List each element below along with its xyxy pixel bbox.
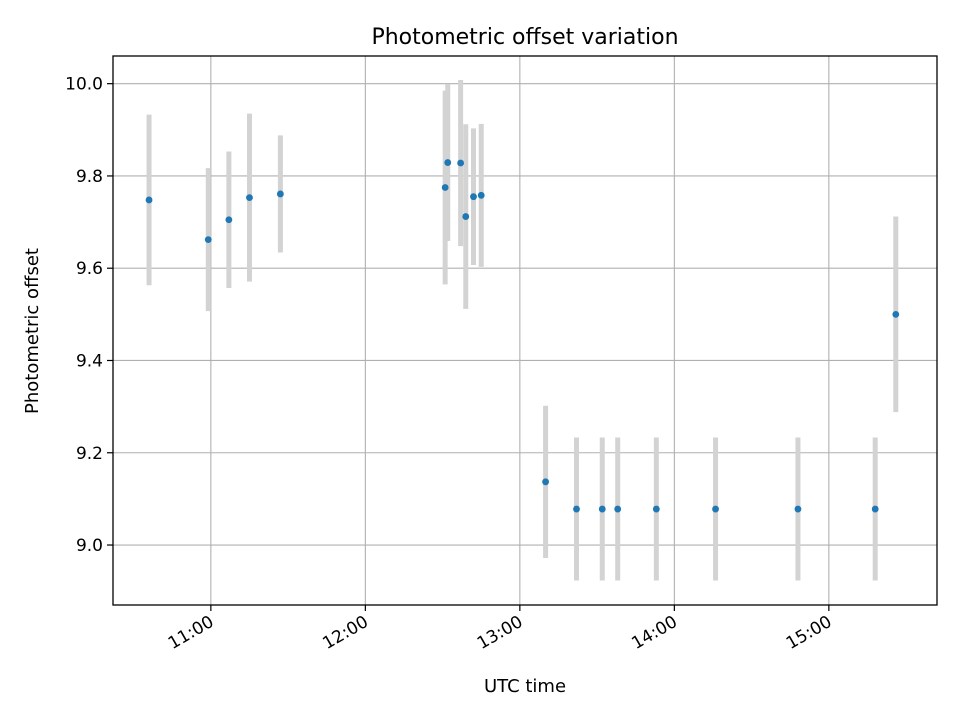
data-point (470, 193, 477, 201)
data-point (441, 184, 449, 191)
data-point (462, 213, 470, 220)
data-point (246, 194, 253, 202)
data-point (276, 190, 284, 198)
y-tick-label: 9.0 (76, 536, 103, 556)
data-point (652, 505, 660, 513)
data-point (598, 505, 606, 513)
chart-title: Photometric offset variation (371, 25, 678, 50)
x-tick-label: 14:00 (628, 612, 680, 654)
x-axis-ticks: 11:00 12:00 13:00 14:00 15:00 (165, 605, 835, 654)
data-point (712, 505, 719, 513)
data-points (145, 159, 900, 513)
plot-area-frame (112, 55, 938, 606)
data-point (145, 196, 153, 204)
y-tick-label: 9.4 (76, 351, 103, 371)
data-point (204, 236, 212, 244)
data-point (225, 216, 233, 224)
y-axis-label: Photometric offset (22, 248, 43, 414)
y-tick-label: 9.8 (76, 167, 103, 187)
data-point (542, 478, 549, 486)
y-tick-label: 9.2 (76, 444, 103, 464)
data-point (444, 159, 452, 166)
x-tick-label: 15:00 (783, 612, 835, 654)
data-point (477, 191, 485, 199)
data-point (892, 310, 900, 318)
data-point (871, 505, 879, 513)
error-bars (146, 79, 899, 581)
y-tick-label: 9.6 (76, 259, 103, 279)
y-tick-label: 10.0 (65, 75, 103, 95)
data-point (457, 159, 465, 167)
data-point (794, 505, 802, 513)
y-axis-ticks: 9.0 9.2 9.4 9.6 9.8 10.0 (65, 75, 113, 556)
x-tick-label: 12:00 (319, 612, 371, 654)
data-point (614, 505, 622, 513)
grid-lines (113, 56, 937, 605)
x-tick-label: 13:00 (474, 612, 526, 654)
x-axis-label: UTC time (484, 676, 566, 697)
x-tick-label: 11:00 (165, 612, 217, 654)
data-point (573, 505, 580, 513)
